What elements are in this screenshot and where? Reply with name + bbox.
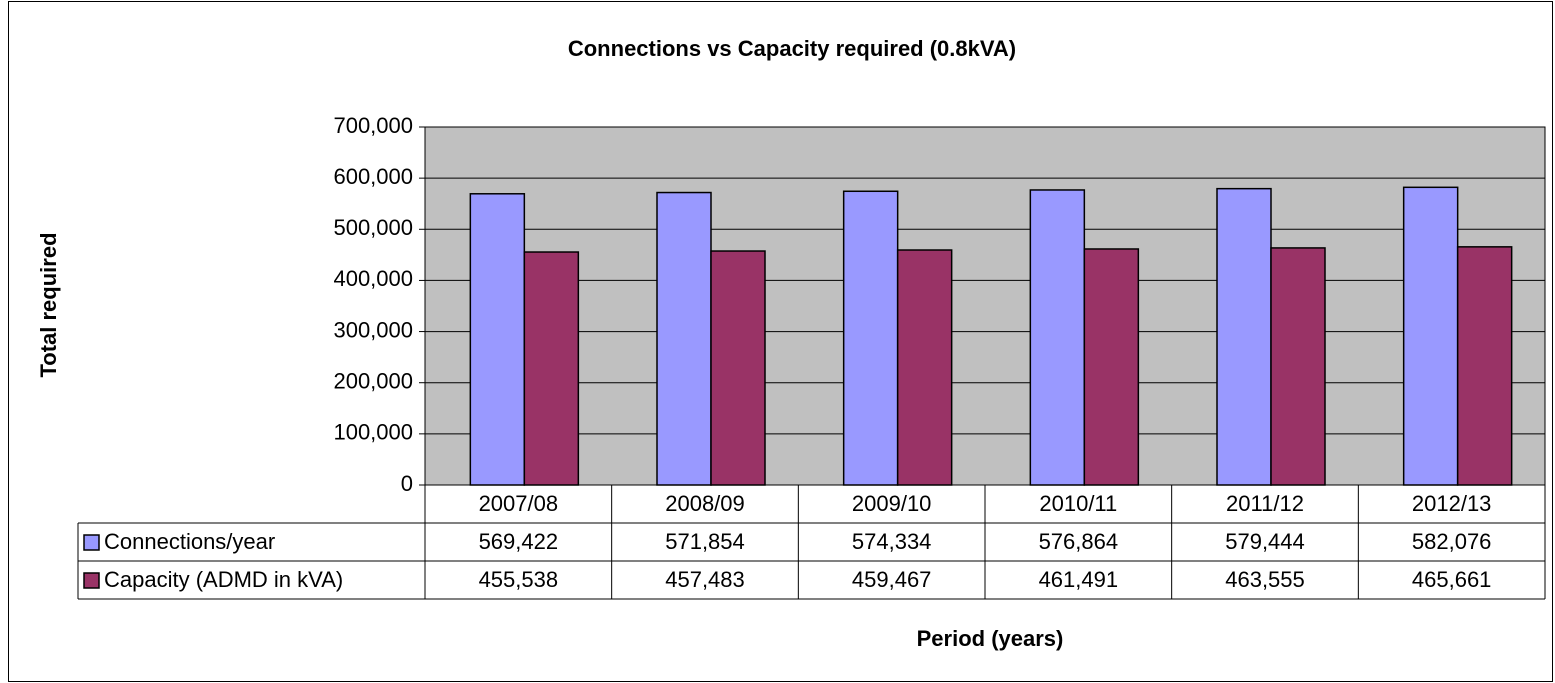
y-tick-label: 200,000 [333,369,413,394]
table-value: 461,491 [1039,567,1119,592]
plot-area [424,126,1546,486]
bar [1216,187,1272,486]
y-tick-label: 100,000 [333,420,413,445]
legend-label: Connections/year [104,529,275,554]
y-tick-label: 0 [401,471,413,496]
x-tick-label: 2009/10 [852,491,932,516]
bar [1270,247,1326,486]
x-axis-label: Period (years) [917,626,1064,651]
bar [842,190,899,486]
x-tick-label: 2012/13 [1412,491,1492,516]
table-value: 569,422 [479,529,559,554]
y-tick-label: 300,000 [333,317,413,342]
table-value: 459,467 [852,567,932,592]
table-value: 463,555 [1225,567,1305,592]
table-value: 457,483 [665,567,745,592]
chart-title: Connections vs Capacity required (0.8kVA… [568,36,1016,61]
bar [1083,248,1140,486]
legend-label: Capacity (ADMD in kVA) [104,567,343,592]
bar [896,249,953,486]
x-tick-label: 2007/08 [479,491,559,516]
table-value: 574,334 [852,529,932,554]
table-value: 579,444 [1225,529,1305,554]
table-value: 582,076 [1412,529,1492,554]
bar [469,193,526,486]
x-tick-label: 2008/09 [665,491,745,516]
y-tick-label: 500,000 [333,215,413,240]
bar [656,191,712,486]
y-tick-label: 600,000 [333,164,413,189]
bar [523,251,580,486]
bar [1402,186,1459,486]
y-tick-label: 700,000 [333,113,413,138]
y-axis-label: Total required [36,232,61,377]
table-value: 571,854 [665,529,745,554]
y-tick-label: 400,000 [333,266,413,291]
x-tick-label: 2011/12 [1226,491,1304,516]
legend-key [83,534,100,551]
legend-key [83,572,100,589]
bar [710,250,766,486]
table-value: 576,864 [1039,529,1119,554]
x-tick-label: 2010/11 [1039,491,1117,516]
table-value: 455,538 [479,567,559,592]
bar [1029,189,1086,486]
bar [1456,246,1513,486]
table-value: 465,661 [1412,567,1492,592]
